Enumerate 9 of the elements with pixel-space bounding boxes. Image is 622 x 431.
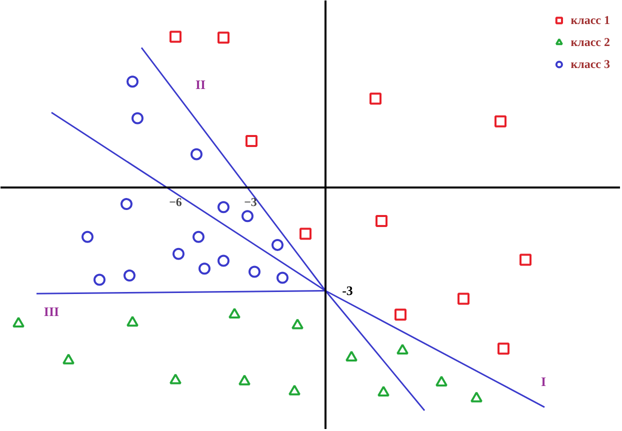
annotation: I [540,374,546,389]
annotation: III [44,304,60,319]
legend-label: класс 3 [570,56,610,72]
x-tick-label: −3 [244,195,257,210]
annotation: -3 [342,283,354,298]
legend-label: класс 1 [570,12,610,28]
legend-label: класс 2 [570,34,610,50]
annotation: II [195,77,206,92]
x-tick-label: −6 [169,195,182,210]
